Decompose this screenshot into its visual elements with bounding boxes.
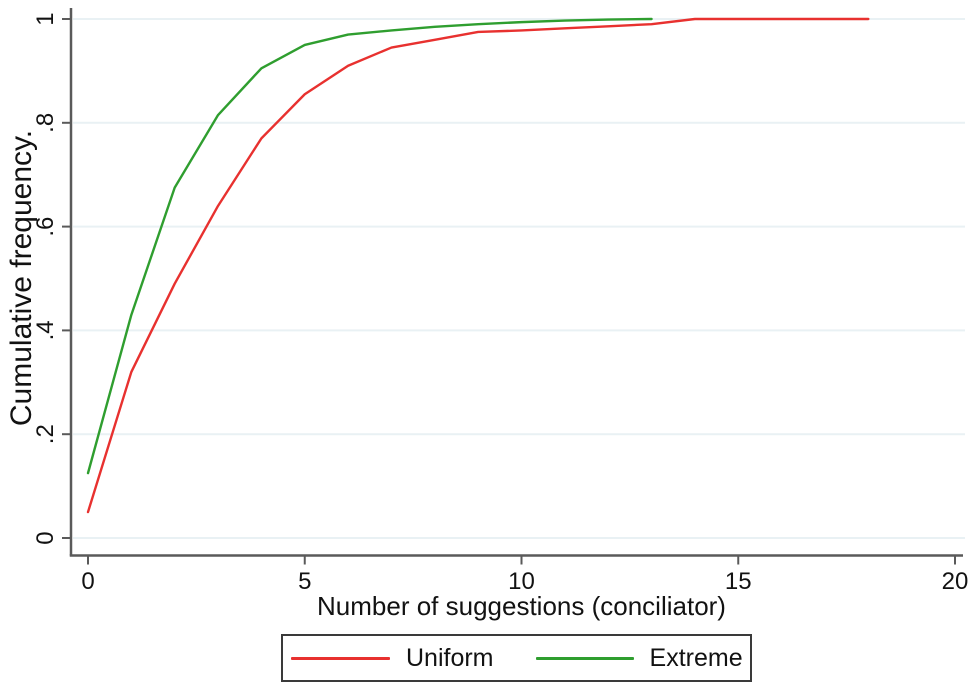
x-axis-title: Number of suggestions (conciliator) (317, 591, 726, 621)
x-tick-label: 15 (725, 568, 752, 595)
legend-label-uniform: Uniform (406, 643, 494, 672)
y-tick-label: 1 (32, 12, 59, 25)
x-tick-label: 5 (298, 568, 311, 595)
y-tick-label: 0 (32, 531, 59, 544)
legend-line-sample-uniform (291, 656, 390, 660)
y-tick-label: .6 (32, 217, 59, 237)
y-tick-label: .4 (32, 320, 59, 340)
series-line-extreme (86, 17, 653, 475)
x-tick-label: 0 (81, 568, 94, 595)
y-tick-label: .8 (32, 113, 59, 133)
x-tick-label: 20 (942, 568, 969, 595)
legend-label-extreme: Extreme (649, 643, 743, 672)
legend-line-sample-extreme (535, 656, 634, 660)
legend: Uniform Extreme (281, 634, 752, 682)
x-tick-label: 10 (508, 568, 535, 595)
y-tick-label: .2 (32, 424, 59, 444)
series-line-uniform (86, 17, 870, 514)
